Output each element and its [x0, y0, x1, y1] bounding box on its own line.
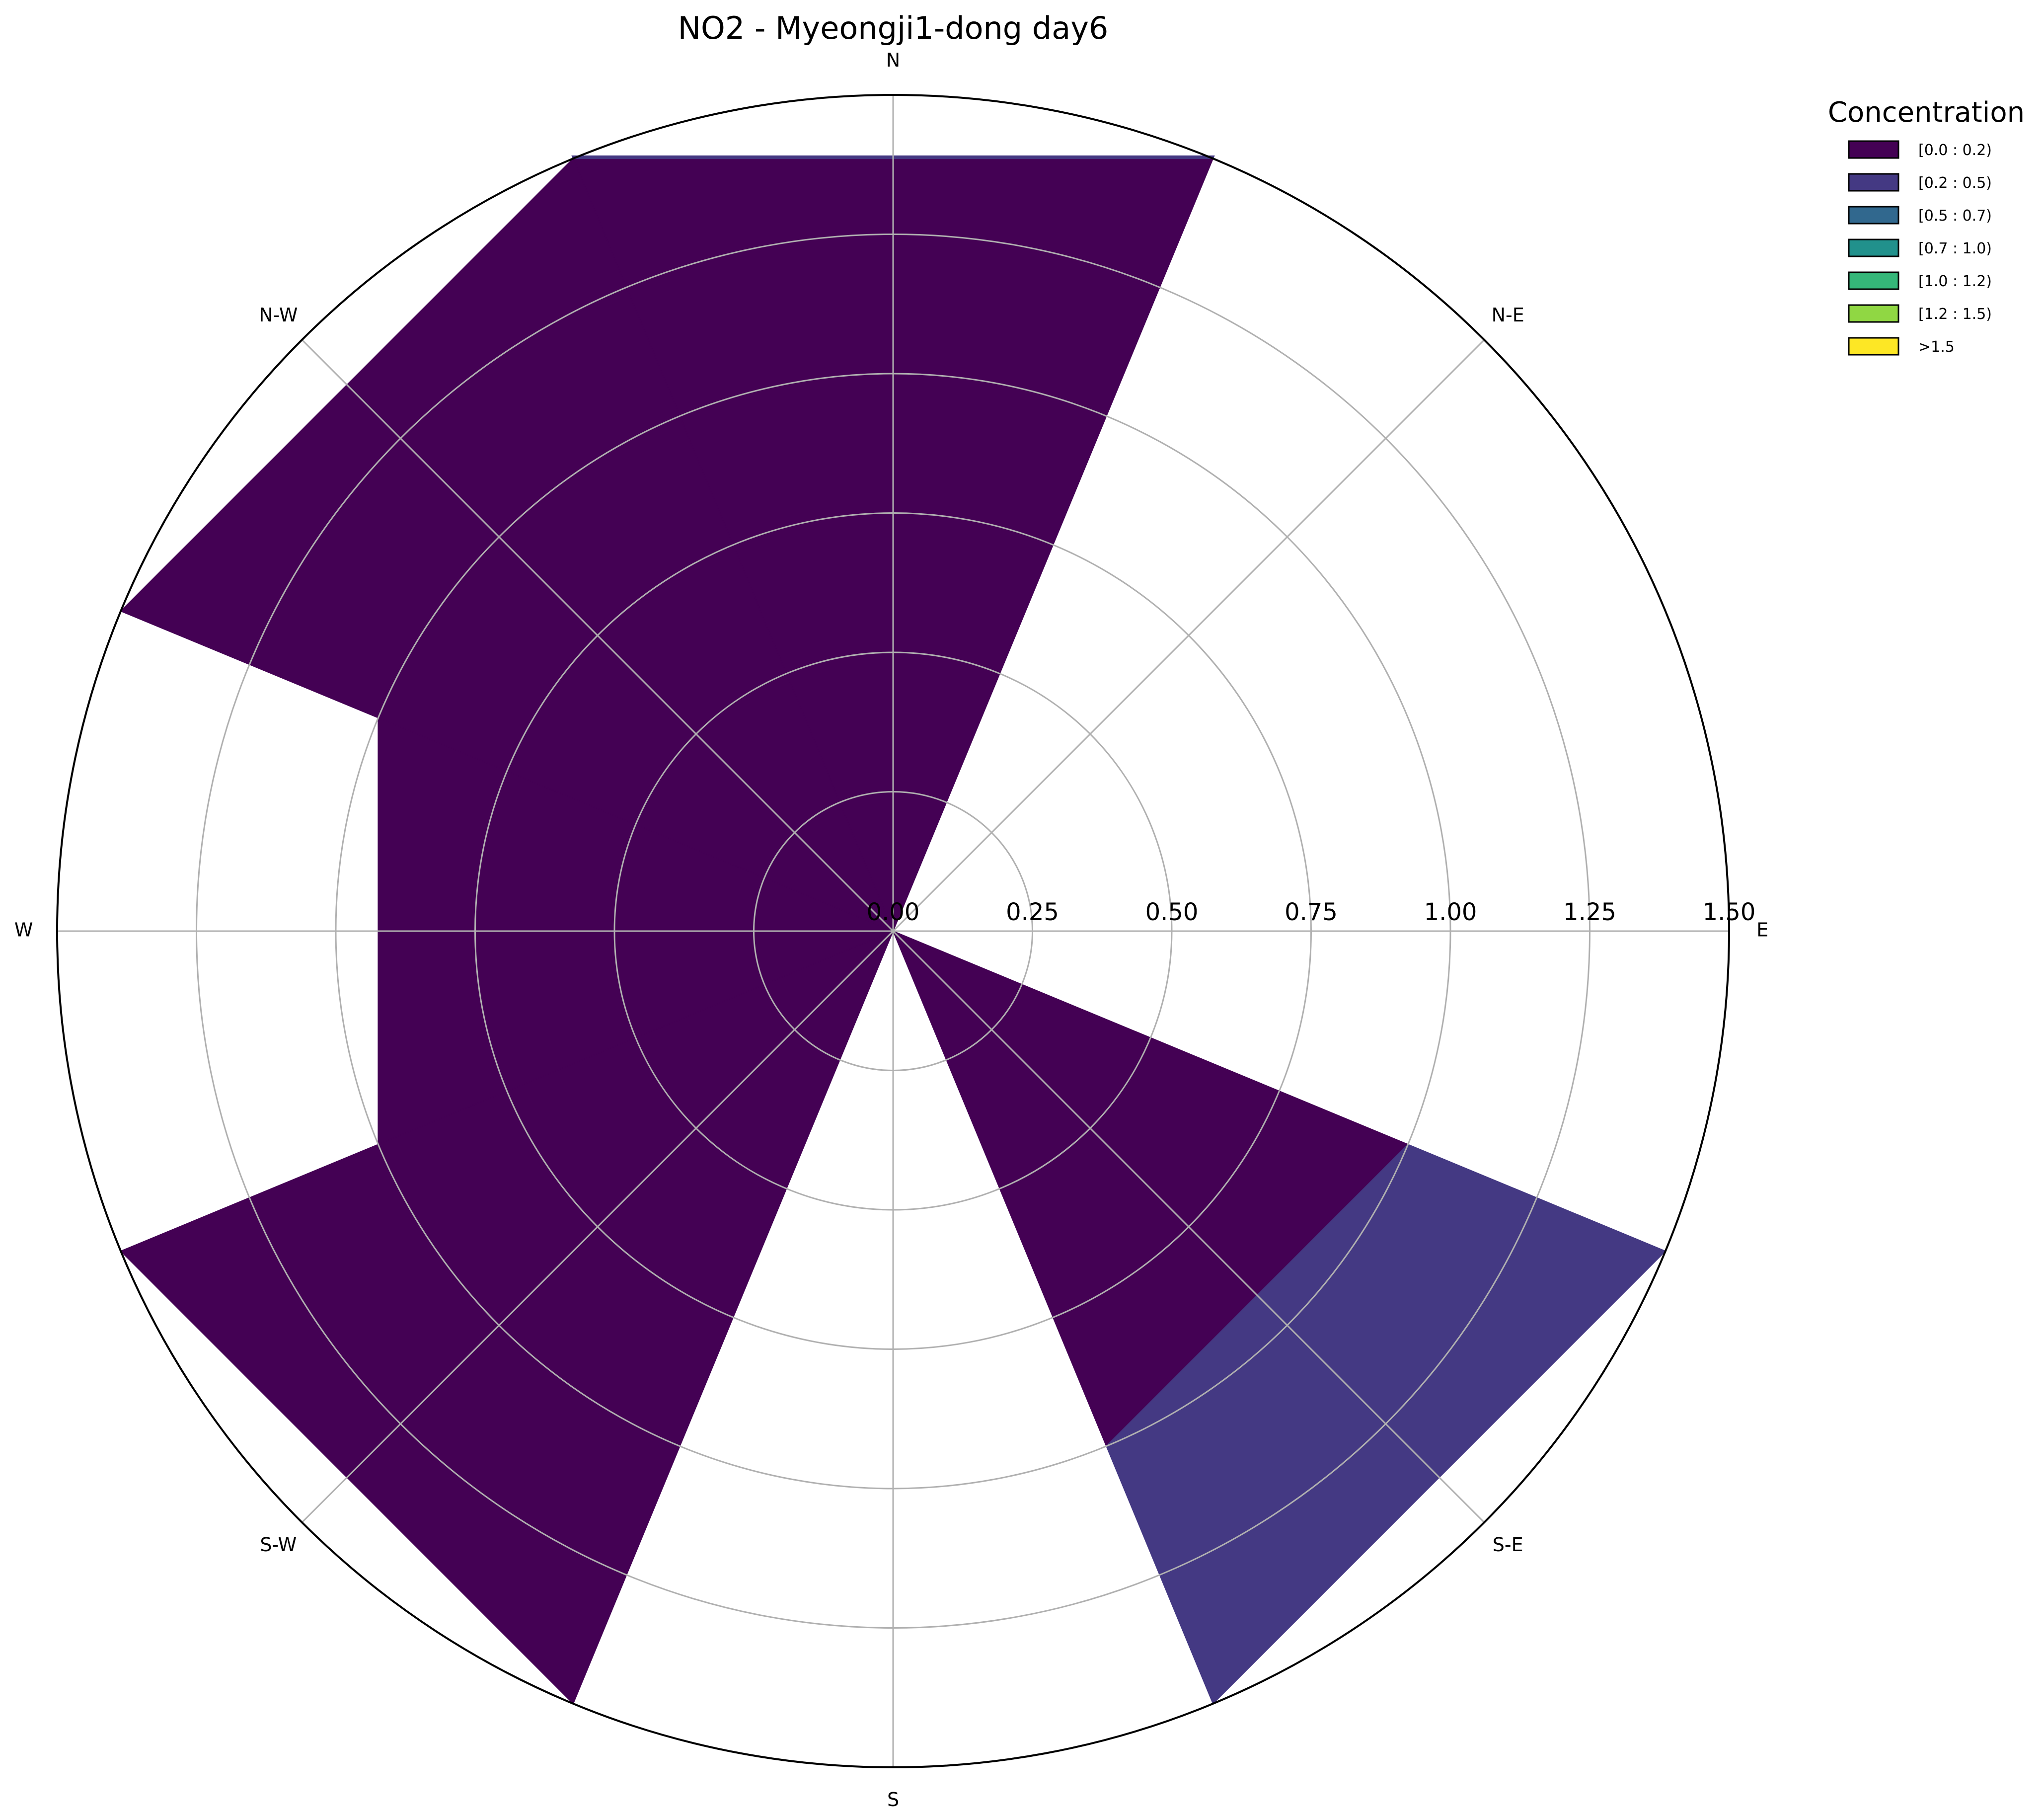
legend-swatch	[1848, 173, 1899, 192]
direction-label-w: W	[14, 919, 33, 941]
chart-title: NO2 - Myeongji1-dong day6	[678, 10, 1109, 46]
polar-frame	[56, 94, 1730, 1768]
legend-label: [0.5 : 0.7)	[1918, 207, 1992, 225]
legend: Concentration [0.0 : 0.2) [0.2 : 0.5) [0.5…	[1828, 96, 2025, 356]
radial-tick-label: 0.25	[1006, 898, 1059, 926]
direction-label-s-e: S-E	[1493, 1534, 1523, 1556]
legend-label: [0.7 : 1.0)	[1918, 240, 1992, 257]
radial-tick-label: 1.00	[1424, 898, 1477, 926]
radial-tick-label: 0.75	[1285, 898, 1338, 926]
grid-spoke	[301, 339, 894, 932]
radial-tick-label: 1.50	[1703, 898, 1756, 926]
grid-layer	[56, 94, 1730, 1768]
legend-swatch	[1848, 238, 1899, 257]
legend-label: [0.0 : 0.2)	[1918, 142, 1992, 159]
legend-label: [0.2 : 0.5)	[1918, 174, 1992, 192]
radial-tick-labels: 0.00 0.25 0.50 0.75 1.00 1.25 1.50	[867, 898, 1756, 926]
legend-swatch	[1848, 271, 1899, 290]
radial-tick-label: 0.50	[1145, 898, 1199, 926]
direction-label-n: N	[886, 49, 900, 71]
grid-spoke	[892, 339, 1485, 932]
radial-tick-label: 0.00	[867, 898, 920, 926]
direction-label-s-w: S-W	[260, 1534, 297, 1556]
radial-tick-label: 1.25	[1563, 898, 1616, 926]
direction-labels: N N-E E S-E S S-W W N-W	[14, 49, 1768, 1811]
direction-label-n-w: N-W	[259, 304, 298, 326]
direction-label-n-e: N-E	[1492, 304, 1524, 326]
grid-spoke	[892, 930, 1485, 1523]
direction-label-e: E	[1756, 919, 1768, 941]
legend-label: [1.2 : 1.5)	[1918, 306, 1992, 323]
legend-swatch	[1848, 140, 1899, 159]
legend-swatch	[1848, 206, 1899, 225]
grid-spoke	[301, 930, 894, 1523]
legend-label: >1.5	[1918, 338, 1955, 356]
legend-swatch	[1848, 304, 1899, 323]
legend-swatch	[1848, 337, 1899, 356]
legend-title: Concentration	[1828, 96, 2025, 129]
direction-label-s: S	[887, 1789, 899, 1811]
legend-label: [1.0 : 1.2)	[1918, 273, 1992, 290]
